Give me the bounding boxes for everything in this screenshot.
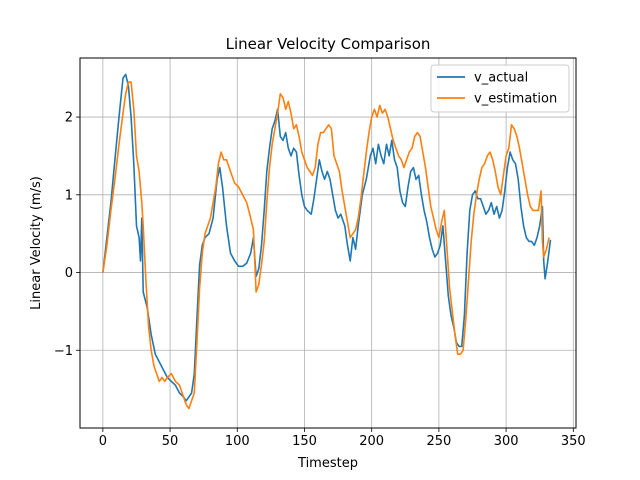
y-tick-label: 1 [65,188,73,203]
x-tick-label: 200 [359,434,384,449]
series-layer [102,73,552,410]
plot-frame [79,57,577,429]
series-line-v-estimation [102,81,550,410]
ticks: 0 50 100 150 200 250 300 350 −1 0 1 2 [54,111,586,449]
series-line-v-actual [102,73,552,402]
x-tick-label: 300 [494,434,519,449]
legend-entry: v_actual [474,71,528,86]
legend-entry: v_estimation [474,92,557,107]
x-tick-label: 100 [225,434,250,449]
legend: v_actual v_estimation [430,64,570,113]
x-axis-label: Timestep [297,456,358,471]
y-tick-label: 2 [65,111,73,126]
grid [80,58,576,428]
x-tick-label: 150 [292,434,317,449]
x-tick-label: 50 [162,434,179,449]
x-tick-label: 0 [99,434,107,449]
y-tick-label: −1 [54,344,73,359]
y-axis-label: Linear Velocity (m/s) [29,176,44,310]
x-tick-label: 350 [561,434,586,449]
chart-title: Linear Velocity Comparison [226,35,431,53]
y-tick-label: 0 [65,266,73,281]
x-tick-label: 250 [426,434,451,449]
legend-box [430,64,570,113]
